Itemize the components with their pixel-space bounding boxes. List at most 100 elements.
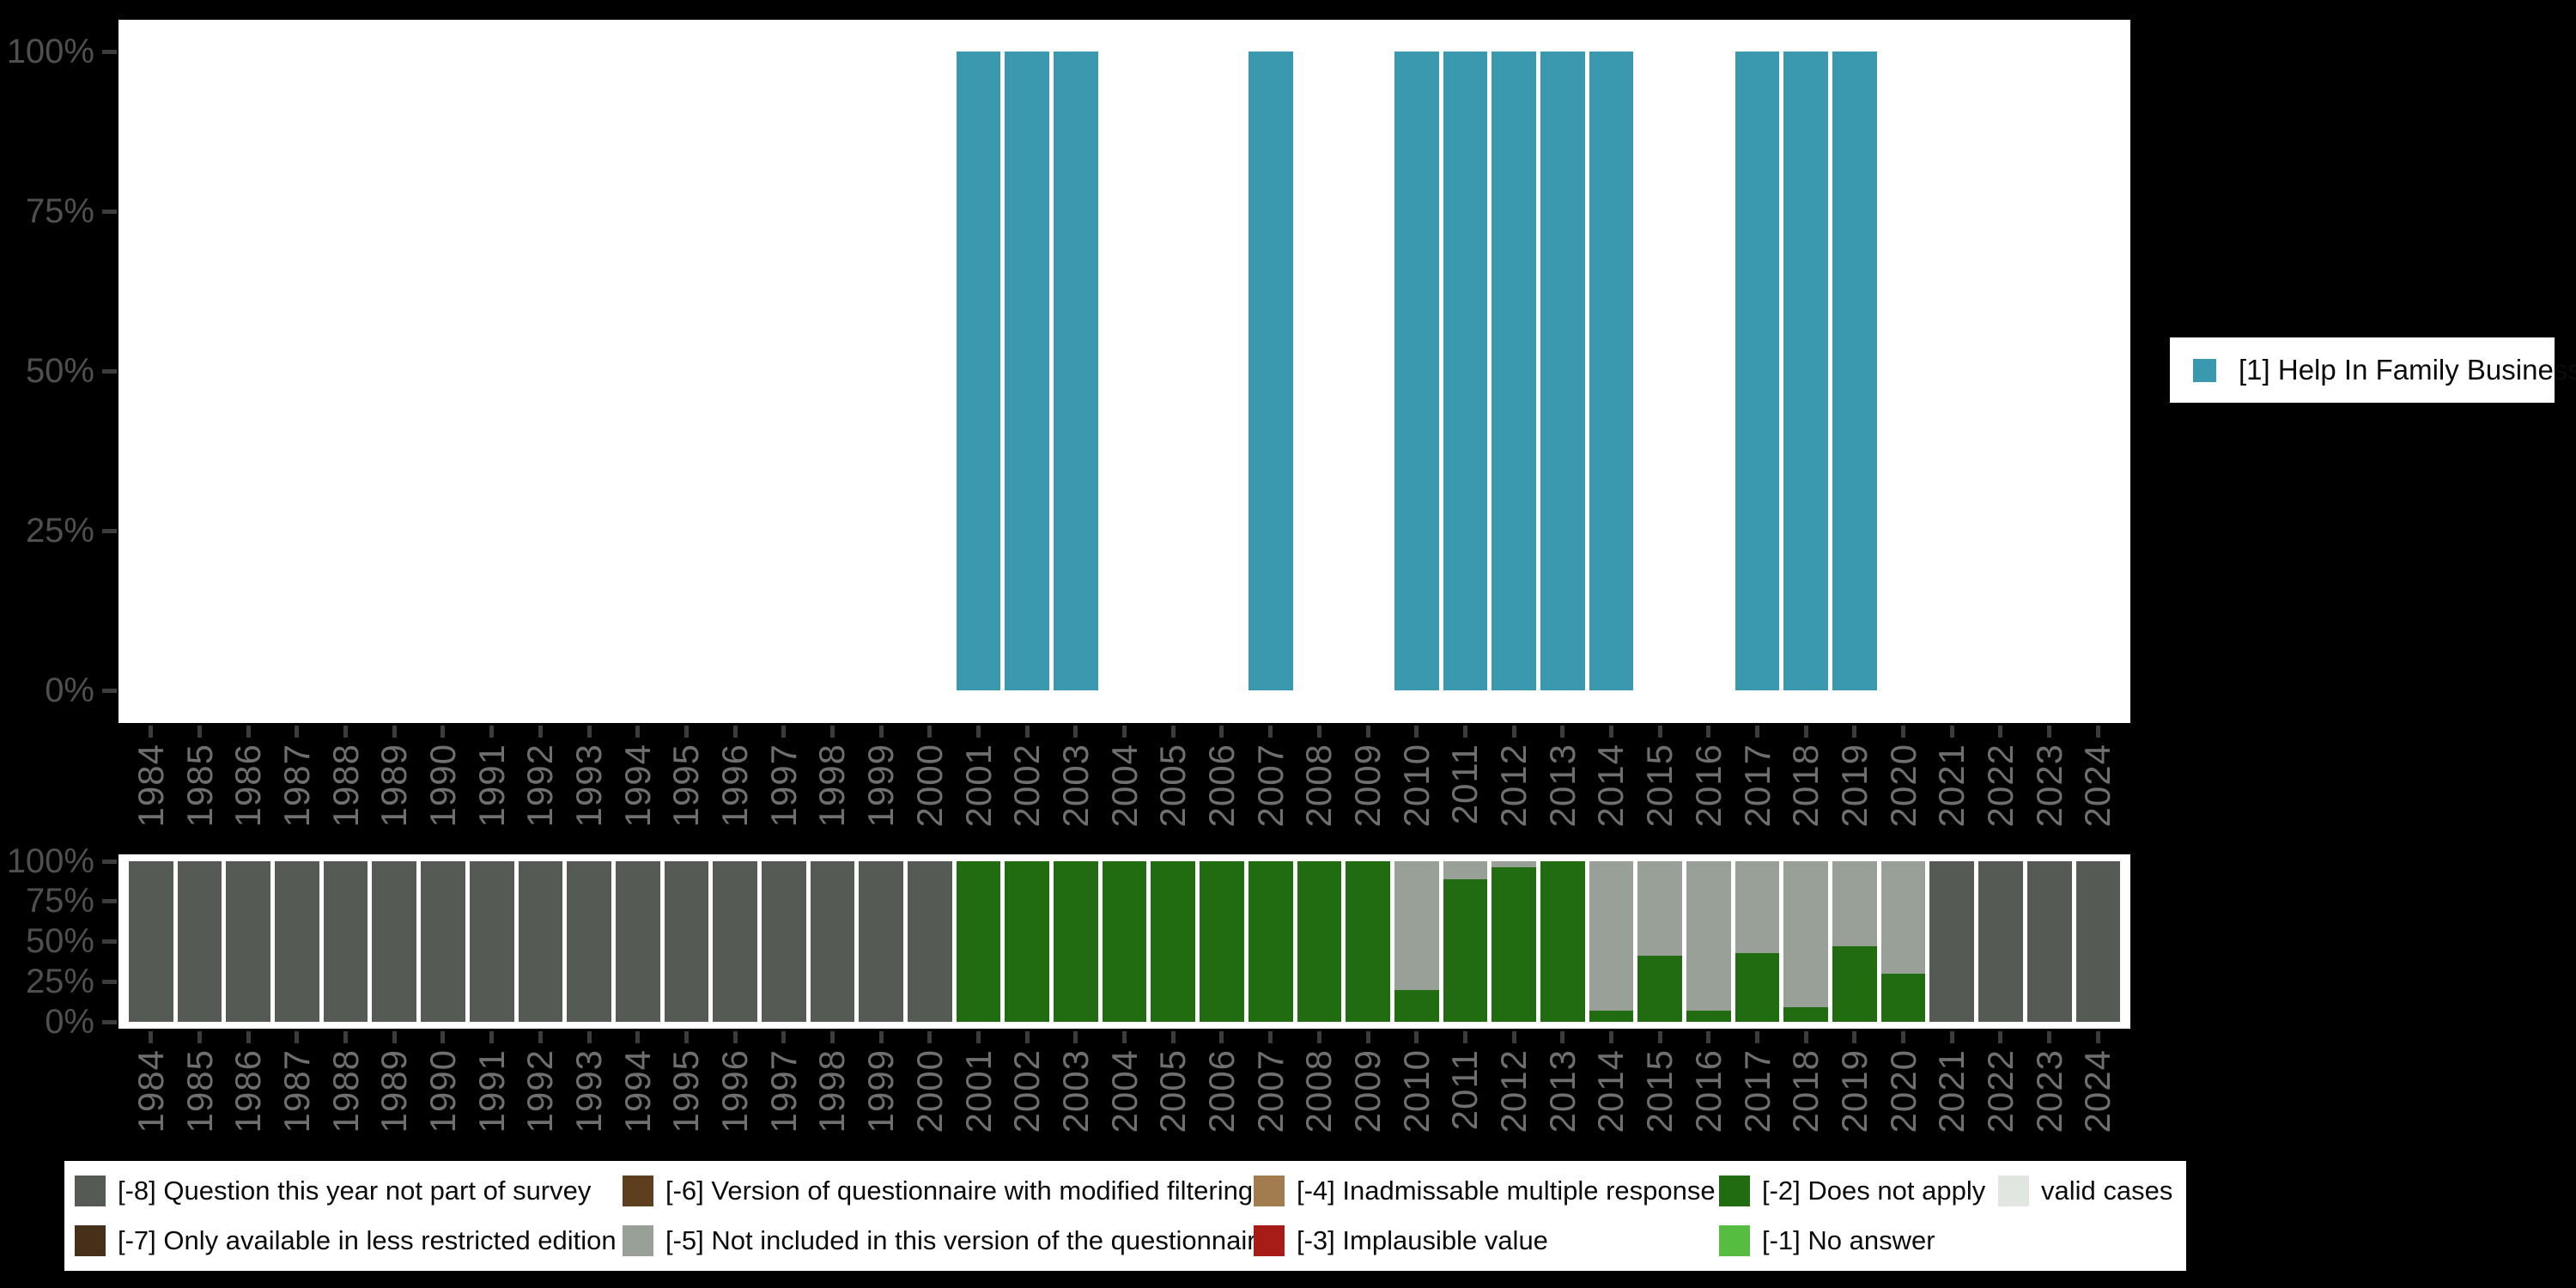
bar-slot-2003 — [1054, 52, 1098, 690]
x-label-2004: 2004 — [1107, 744, 1143, 827]
x-label-1995: 1995 — [668, 744, 704, 827]
stack-segment-1987 — [275, 861, 319, 1022]
y-label-0%: 0% — [45, 671, 94, 710]
x-axis-column-1998: 1998 — [811, 1031, 855, 1133]
x-tick-2024 — [2096, 1031, 2100, 1043]
x-label-2015: 2015 — [1642, 1049, 1678, 1133]
bar-slot-1996 — [713, 52, 757, 690]
x-axis-column-1995: 1995 — [665, 1031, 709, 1133]
bar-slot-2012 — [1492, 52, 1536, 690]
x-label-1984: 1984 — [133, 744, 169, 827]
x-tick-1989 — [392, 1031, 397, 1043]
bar-slot-2009 — [1346, 52, 1390, 690]
x-tick-1992 — [538, 1031, 543, 1043]
x-label-2001: 2001 — [961, 744, 997, 827]
x-axis-column-2022: 2022 — [1978, 1031, 2023, 1133]
bar-2011 — [1443, 52, 1488, 690]
stacked-bar-slot-1989 — [372, 861, 416, 1022]
x-label-1992: 1992 — [522, 1049, 558, 1133]
x-label-1993: 1993 — [571, 744, 607, 827]
bar-slot-1993 — [567, 52, 611, 690]
legend-swatch — [623, 1225, 653, 1256]
legend-swatch — [75, 1176, 106, 1206]
x-axis-column-2024: 2024 — [2076, 1031, 2121, 1133]
y-tick-0% — [102, 689, 117, 693]
x-axis-column-1995: 1995 — [665, 726, 709, 827]
x-tick-2007 — [1268, 726, 1273, 738]
x-axis-column-2003: 2003 — [1054, 726, 1098, 827]
legend-item--7: [-7] Only available in less restricted e… — [75, 1224, 617, 1257]
stacked-bar-slot-1999 — [859, 861, 903, 1022]
legend-swatch — [1719, 1225, 1750, 1256]
x-axis-column-1992: 1992 — [519, 726, 563, 827]
x-tick-2008 — [1317, 726, 1321, 738]
stacked-bar-slot-2017 — [1735, 861, 1780, 1022]
bar-slot-1995 — [665, 52, 709, 690]
legend-item-valid-cases: valid cases — [1998, 1175, 2172, 1207]
x-label-2013: 2013 — [1545, 1049, 1581, 1133]
x-tick-2021 — [1950, 726, 1954, 738]
x-tick-1990 — [440, 1031, 445, 1043]
stacked-bar-slot-2001 — [957, 861, 1001, 1022]
x-label-2020: 2020 — [1886, 744, 1922, 827]
x-axis-column-2015: 2015 — [1637, 726, 1682, 827]
stack-segment-2023 — [2027, 861, 2072, 1022]
x-label-2024: 2024 — [2080, 744, 2116, 827]
x-tick-2006 — [1219, 1031, 1224, 1043]
bar-slot-1994 — [616, 52, 660, 690]
stack-segment-2020 — [1881, 861, 1926, 974]
bar-slot-2001 — [957, 52, 1001, 690]
stack-segment-2015 — [1637, 956, 1682, 1022]
legend-swatch — [1254, 1225, 1285, 1256]
stacked-bar-slot-1991 — [470, 861, 514, 1022]
x-label-1998: 1998 — [814, 744, 850, 827]
bar-slot-2007 — [1249, 52, 1293, 690]
x-tick-2013 — [1560, 1031, 1564, 1043]
x-axis-column-2000: 2000 — [908, 1031, 952, 1133]
stack-segment-2019 — [1832, 946, 1877, 1022]
x-label-2004: 2004 — [1107, 1049, 1143, 1133]
x-axis-column-1991: 1991 — [470, 726, 514, 827]
x-axis-column-2020: 2020 — [1881, 726, 1926, 827]
stacked-bar-slot-1995 — [665, 861, 709, 1022]
legend-swatch — [75, 1225, 106, 1256]
y-tick-100% — [102, 50, 117, 54]
stack-segment-2010 — [1394, 861, 1439, 990]
stacked-bar-slot-2020 — [1881, 861, 1926, 1022]
stacked-bar-slot-1986 — [226, 861, 270, 1022]
x-label-1987: 1987 — [279, 1049, 315, 1133]
y-label-50%: 50% — [26, 922, 94, 961]
x-axis-column-2016: 2016 — [1686, 1031, 1731, 1133]
y-tick-75% — [102, 210, 117, 214]
x-axis-column-2009: 2009 — [1346, 726, 1390, 827]
stack-segment-1994 — [616, 861, 660, 1022]
x-label-2011: 2011 — [1447, 744, 1483, 824]
x-tick-2016 — [1706, 726, 1710, 738]
bar-slot-1986 — [226, 52, 270, 690]
x-label-1987: 1987 — [279, 744, 315, 827]
x-label-2017: 2017 — [1740, 744, 1776, 827]
stack-segment-1986 — [226, 861, 270, 1022]
x-tick-2015 — [1658, 1031, 1662, 1043]
stacked-bar-slot-1996 — [713, 861, 757, 1022]
stacked-bar-slot-2011 — [1443, 861, 1488, 1022]
x-tick-2023 — [2047, 1031, 2051, 1043]
stack-segment-1993 — [567, 861, 611, 1022]
x-axis-column-1990: 1990 — [421, 1031, 465, 1133]
x-axis-column-2013: 2013 — [1540, 1031, 1585, 1133]
x-axis-column-2007: 2007 — [1249, 726, 1293, 827]
stack-segment-1988 — [324, 861, 368, 1022]
x-label-1999: 1999 — [863, 744, 899, 827]
x-axis-column-2002: 2002 — [1005, 1031, 1049, 1133]
bar-slot-1998 — [811, 52, 855, 690]
y-tick-50% — [102, 939, 117, 944]
x-label-1997: 1997 — [766, 744, 802, 827]
stack-segment-2012 — [1492, 861, 1536, 867]
stack-segment-1992 — [519, 861, 563, 1022]
x-label-2012: 2012 — [1496, 744, 1532, 827]
x-tick-2018 — [1804, 1031, 1808, 1043]
x-axis-column-2018: 2018 — [1783, 726, 1828, 827]
bar-2013 — [1540, 52, 1585, 690]
x-axis-column-1994: 1994 — [616, 726, 660, 827]
y-label-100%: 100% — [7, 33, 94, 71]
